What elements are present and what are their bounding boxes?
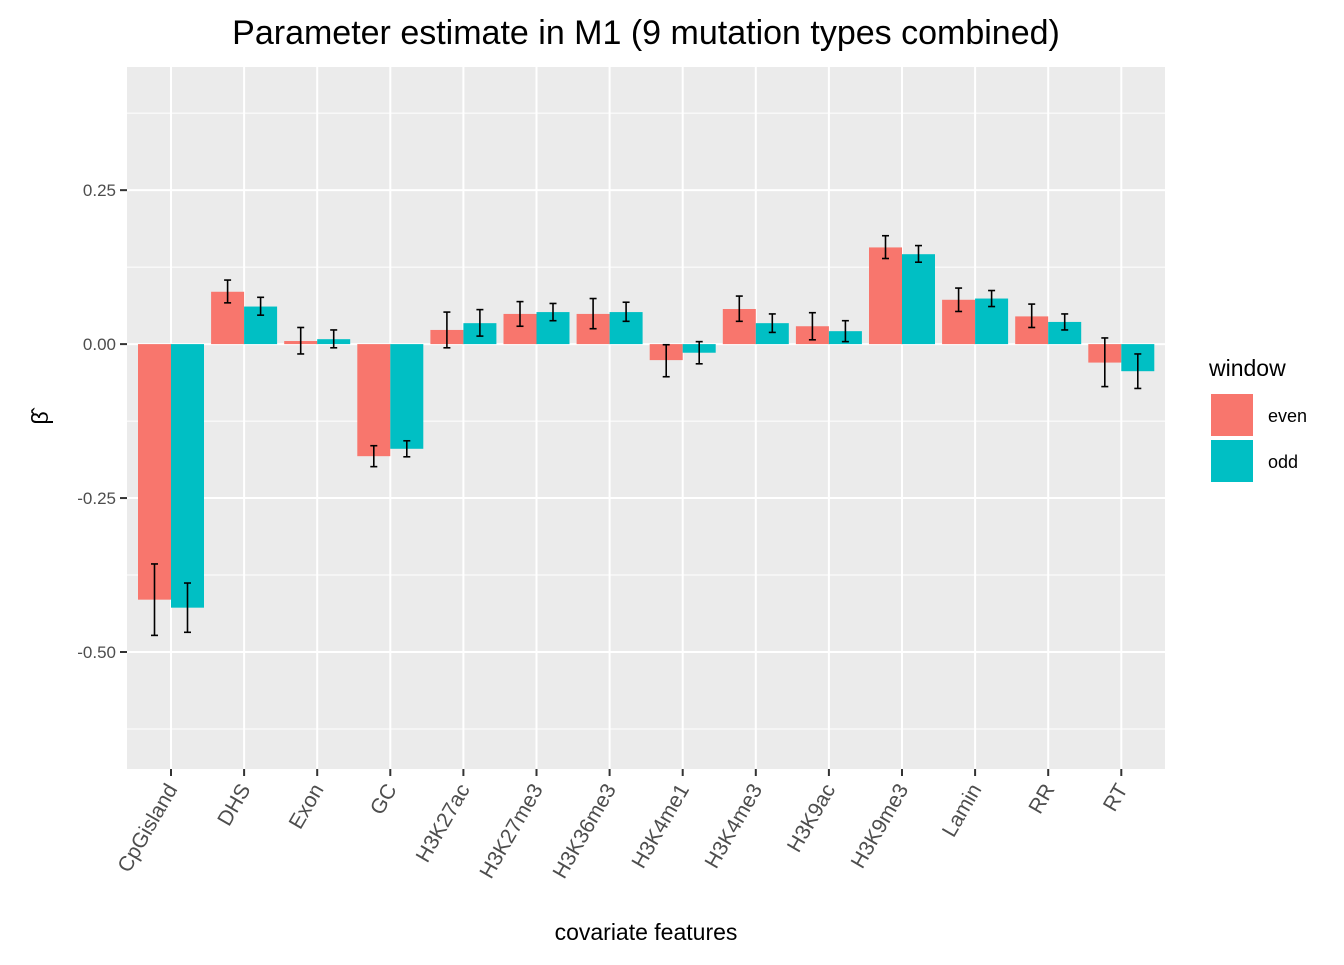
legend-swatch-odd	[1211, 440, 1253, 482]
error-bar-even-RR	[1028, 303, 1036, 329]
legend-label-odd: odd	[1268, 452, 1298, 472]
bar-odd-GC	[390, 344, 424, 449]
x-axis: CpGisland DHS Exon GC H3K27ac H3K27me3 H3K36me…	[113, 769, 1133, 882]
y-tick-label: -0.50	[77, 643, 116, 662]
error-bar-even-H3K9me3	[882, 234, 889, 260]
legend-swatch-even	[1211, 394, 1253, 436]
error-bars	[151, 234, 1142, 637]
y-axis: -0.50 -0.25 0.00 0.25	[77, 181, 127, 662]
legend: window even odd	[1208, 355, 1307, 482]
error-bar-even-Lamin	[955, 287, 963, 313]
bar-odd-CpGisland	[171, 344, 204, 608]
error-bar-odd-H3K9me3	[915, 244, 922, 264]
x-tick-label: H3K27me3	[475, 780, 547, 882]
error-bar-even-GC	[370, 444, 378, 468]
bar-odd-H3K4me3	[755, 323, 789, 345]
error-bar-even-H3K9ac	[808, 311, 816, 341]
legend-title: window	[1208, 355, 1286, 381]
x-tick-label: H3K9ac	[783, 780, 840, 856]
error-bar-odd-Exon	[330, 329, 338, 349]
y-tick-label: 0.00	[83, 335, 116, 354]
error-bar-odd-H3K27ac	[476, 308, 484, 337]
x-tick-label: H3K4me3	[701, 780, 768, 872]
bar-odd-RR	[1048, 321, 1082, 345]
error-bar-odd-H3K4me3	[768, 313, 776, 334]
error-bar-even-H3K4me1	[662, 343, 670, 378]
error-bar-even-H3K4me3	[735, 295, 743, 323]
plot-panel	[127, 67, 1165, 769]
chart-title: Parameter estimate in M1 (9 mutation typ…	[232, 14, 1060, 52]
error-bar-odd-H3K27me3	[549, 302, 557, 322]
x-tick-label: H3K27ac	[412, 780, 475, 866]
error-bar-odd-CpGisland	[184, 582, 191, 634]
y-tick-label: 0.25	[83, 181, 116, 200]
bar-even-H3K9me3	[869, 247, 902, 345]
bar-even-GC	[357, 344, 391, 457]
y-axis-title: β̂	[27, 407, 53, 424]
error-bar-odd-RT	[1134, 353, 1142, 390]
error-bar-odd-RR	[1061, 313, 1069, 331]
error-bar-odd-H3K36me3	[622, 301, 630, 323]
x-tick-label: Lamin	[938, 780, 987, 841]
bar-odd-H3K9me3	[902, 254, 935, 345]
error-bar-even-Exon	[297, 326, 305, 355]
y-tick-label: -0.25	[77, 489, 116, 508]
x-tick-label: GC	[366, 780, 402, 819]
error-bar-odd-DHS	[257, 296, 265, 316]
x-tick-label: CpGisland	[113, 780, 182, 876]
error-bar-odd-GC	[403, 439, 411, 458]
error-bar-even-H3K36me3	[589, 297, 597, 330]
error-bar-even-H3K27ac	[443, 311, 451, 349]
x-tick-label: H3K4me1	[627, 780, 694, 872]
bars	[138, 247, 1155, 608]
error-bar-even-CpGisland	[151, 563, 158, 637]
error-bar-odd-H3K9ac	[841, 319, 849, 343]
x-tick-label: RR	[1024, 780, 1059, 818]
error-bar-odd-Lamin	[988, 289, 996, 308]
x-tick-label: Exon	[285, 780, 329, 833]
x-tick-label: RT	[1099, 780, 1133, 816]
x-tick-label: H3K9me3	[847, 780, 914, 872]
error-bar-even-DHS	[224, 279, 232, 304]
error-bar-even-H3K27me3	[516, 300, 524, 328]
error-bar-odd-H3K4me1	[695, 340, 703, 365]
error-bar-even-RT	[1101, 337, 1109, 388]
bar-even-CpGisland	[138, 344, 171, 600]
x-tick-label: DHS	[213, 780, 255, 830]
x-axis-title: covariate features	[555, 919, 738, 945]
legend-label-even: even	[1268, 406, 1307, 426]
x-tick-label: H3K36me3	[548, 780, 620, 882]
